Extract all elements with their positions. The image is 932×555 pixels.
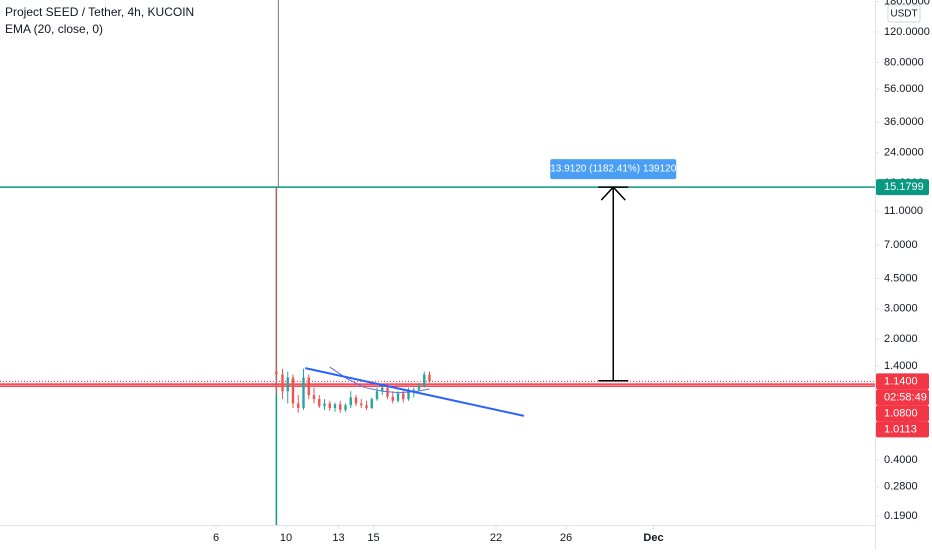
price-tag-label: 1.0113 [884,423,917,435]
y-tick-label: 0.4000 [884,454,918,466]
x-tick-label: Dec [643,532,663,544]
x-tick-label: 22 [490,532,502,544]
price-tag [876,421,929,438]
x-tick-label: 15 [367,532,379,544]
y-tick-label: 120.0000 [884,26,930,38]
x-tick-label: 26 [560,532,572,544]
price-tag [876,389,929,406]
price-tag [876,405,929,422]
trend-line [305,367,525,417]
candle-body [323,403,326,407]
y-tick-label: 80.0000 [884,56,924,68]
candle-body [297,403,300,408]
price-tag-label: 15.1799 [884,181,924,193]
y-tick-label: 7.0000 [884,239,918,251]
candle-body [328,403,331,408]
candle-body [354,397,358,404]
y-tick-label: 0.2800 [884,481,918,493]
y-tick-label: 4.5000 [884,272,918,284]
chart-title: Project SEED / Tether, 4h, KUCOIN [5,5,194,19]
candle-body [312,395,316,400]
axes: 180.0000 120.0000 80.0000 56.0000 36.0000 24.… [213,0,930,544]
price-tag [876,373,929,390]
x-tick-label: 10 [280,532,292,544]
measure-label-box [550,159,677,180]
y-tick-label: 2.0000 [884,333,918,345]
candle-body [391,396,394,401]
price-tag-label: 1.0800 [884,407,918,419]
y-tick-label: 11.0000 [884,205,923,217]
candle-body [407,391,410,400]
x-tick-label: 6 [213,532,219,544]
candle-body [333,404,337,408]
currency-label: USDT [890,9,917,20]
candle-body [360,403,363,406]
candle-body [412,389,415,392]
price-tag-label: 02:58:49 [884,391,927,403]
candle-body [318,399,321,407]
y-tick-label: 180.0000 [884,0,930,7]
measure-arrowhead [600,186,626,201]
candle-body [286,377,289,392]
y-tick-label: 1.4000 [884,360,918,372]
plot-area: 13.9120 (1182.41%) 139120 [0,0,875,525]
candle-body [275,371,278,375]
candle-body [370,399,373,408]
price-tag-label: 1.1400 [884,375,918,387]
x-tick-label: 13 [332,532,344,544]
candle-body [417,385,421,390]
candle-body [402,393,405,400]
candle-body [423,374,426,386]
y-tick-label: 3.0000 [884,303,918,315]
currency-box [887,4,921,23]
y-tick-label: 0.1900 [884,510,918,522]
ema-line [329,366,430,394]
candle-body [428,374,431,382]
candle-body [365,405,368,408]
candle-body [349,397,352,406]
measure-label: 13.9120 (1182.41%) 139120 [550,164,676,175]
candle-body [396,393,400,401]
candle-body [344,405,347,410]
y-tick-label: 24.0000 [884,147,924,159]
y-tick-label: 56.0000 [884,83,924,95]
candle-body [381,387,384,392]
y-tick-label: 36.0000 [884,116,924,128]
candle-body [281,374,284,392]
candle-body [375,391,379,400]
price-tag [876,179,929,196]
candle-body [302,377,305,408]
indicator-label: EMA (20, close, 0) [5,22,103,36]
candle-body [291,377,295,404]
candle-body [339,404,342,410]
candle-body [307,377,310,396]
